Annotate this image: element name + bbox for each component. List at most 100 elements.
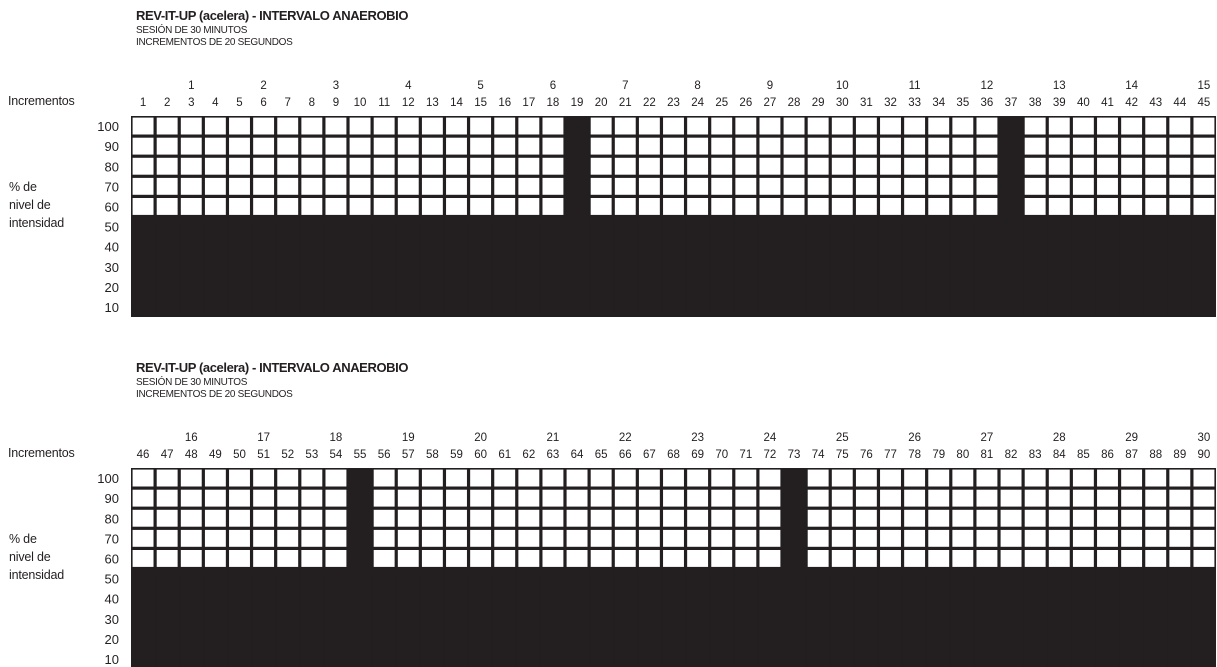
empty-cell: [976, 529, 998, 547]
empty-cell: [229, 489, 250, 507]
empty-cell: [180, 489, 202, 507]
empty-cell: [1121, 198, 1143, 215]
empty-cell: [1000, 469, 1022, 487]
bar-19: [565, 116, 590, 317]
minute-label: 3: [333, 80, 339, 92]
empty-cell: [1145, 550, 1167, 567]
empty-cell: [542, 137, 564, 155]
minute-label: 21: [547, 432, 560, 444]
empty-cell: [831, 117, 853, 135]
bar-75: [830, 568, 855, 667]
minute-label: 25: [836, 432, 849, 444]
x-tick-label: 28: [788, 97, 801, 109]
bar-25: [709, 216, 734, 317]
bar-57: [396, 568, 421, 667]
bar-17: [516, 216, 541, 317]
bar-63: [540, 568, 565, 667]
empty-cell: [446, 177, 467, 195]
empty-cell: [446, 117, 467, 135]
y-tick-label: 10: [105, 652, 119, 667]
empty-cell: [204, 137, 226, 155]
empty-cell: [229, 157, 250, 175]
bar-58: [420, 568, 445, 667]
empty-cell: [421, 550, 443, 567]
empty-cell: [855, 157, 877, 175]
minute-label: 18: [330, 432, 343, 444]
bar-34: [926, 216, 951, 317]
empty-cell: [904, 469, 926, 487]
empty-cell: [711, 117, 733, 135]
empty-cell: [1097, 198, 1118, 215]
empty-cell: [783, 157, 805, 175]
y-tick-label: 50: [105, 572, 119, 587]
empty-cell: [301, 177, 323, 195]
empty-cell: [711, 198, 733, 215]
chart-subtitle: INCREMENTOS DE 20 SEGUNDOS: [136, 37, 293, 48]
empty-cell: [470, 137, 492, 155]
empty-cell: [952, 509, 974, 527]
empty-cell: [204, 177, 226, 195]
empty-cell: [1193, 157, 1215, 175]
empty-cell: [301, 529, 323, 547]
empty-cell: [301, 509, 323, 527]
empty-cell: [397, 177, 419, 195]
empty-cell: [301, 489, 323, 507]
empty-cell: [1121, 550, 1143, 567]
bar-45: [1191, 216, 1216, 317]
empty-cell: [735, 550, 757, 567]
empty-cell: [180, 509, 202, 527]
x-tick-label: 47: [161, 449, 174, 461]
bar-40: [1071, 216, 1096, 317]
x-tick-label: 51: [257, 449, 270, 461]
empty-cell: [518, 489, 540, 507]
x-tick-label: 42: [1125, 97, 1138, 109]
empty-cell: [663, 177, 684, 195]
empty-cell: [373, 137, 395, 155]
empty-cell: [855, 550, 877, 567]
bar-31: [854, 216, 879, 317]
empty-cell: [614, 177, 636, 195]
empty-cell: [156, 157, 178, 175]
empty-cell: [1169, 117, 1191, 135]
y-tick-label: 100: [97, 471, 119, 486]
empty-cell: [180, 529, 202, 547]
minute-label: 28: [1053, 432, 1066, 444]
empty-cell: [880, 509, 901, 527]
empty-cell: [904, 550, 926, 567]
x-tick-label: 63: [547, 449, 560, 461]
x-tick-label: 67: [643, 449, 656, 461]
empty-cell: [542, 469, 564, 487]
y-axis-label: intensidad: [9, 216, 64, 230]
empty-cell: [325, 550, 347, 567]
empty-cell: [807, 117, 829, 135]
y-axis-label: % de: [9, 532, 37, 546]
empty-cell: [156, 198, 178, 215]
empty-cell: [1000, 529, 1022, 547]
bar-81: [974, 568, 999, 667]
x-tick-label: 70: [715, 449, 728, 461]
x-tick-label: 15: [474, 97, 487, 109]
minute-label: 5: [477, 80, 483, 92]
minute-label: 29: [1125, 432, 1138, 444]
empty-cell: [325, 157, 347, 175]
empty-cell: [687, 157, 709, 175]
bar-9: [323, 216, 348, 317]
x-tick-label: 36: [981, 97, 994, 109]
empty-cell: [494, 509, 516, 527]
empty-cell: [180, 117, 202, 135]
empty-cell: [1097, 550, 1118, 567]
empty-cell: [397, 489, 419, 507]
empty-cell: [349, 177, 371, 195]
empty-cell: [421, 117, 443, 135]
bar-90: [1191, 568, 1216, 667]
empty-cell: [831, 550, 853, 567]
empty-cell: [446, 469, 467, 487]
empty-cell: [1097, 489, 1118, 507]
empty-cell: [1169, 489, 1191, 507]
y-tick-label: 10: [105, 300, 119, 315]
empty-cell: [952, 469, 974, 487]
empty-cell: [904, 177, 926, 195]
empty-cell: [638, 469, 660, 487]
empty-cell: [1072, 117, 1094, 135]
bar-20: [589, 216, 614, 317]
